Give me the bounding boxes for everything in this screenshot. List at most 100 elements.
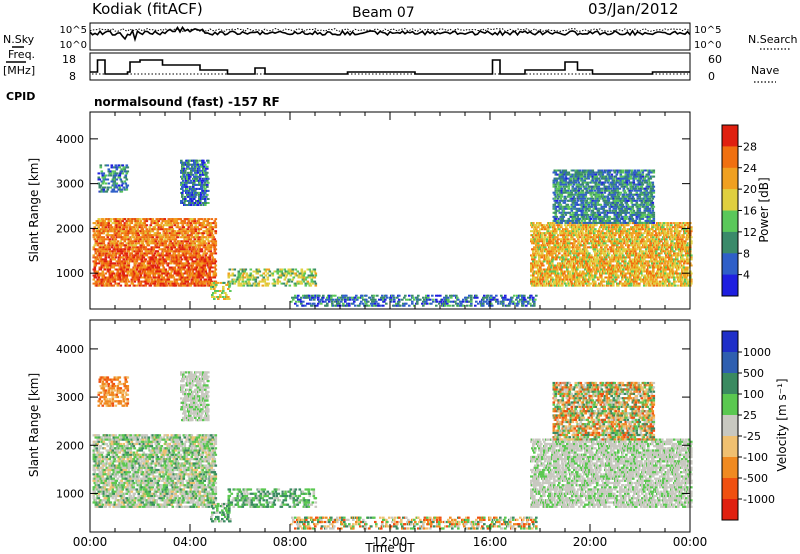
heatmap-cell [273,270,277,273]
heatmap-cell [213,238,217,241]
heatmap-cell [579,248,582,251]
heatmap-cell [178,276,182,279]
heatmap-cell [127,262,131,265]
heatmap-cell [534,256,537,259]
heatmap-cell [142,218,146,221]
heatmap-cell [591,230,594,233]
heatmap-cell [576,280,579,283]
heatmap-cell [100,274,104,277]
heatmap-cell [164,220,168,223]
heatmap-cell [572,260,575,263]
heatmap-cell [217,296,220,298]
heatmap-cell [595,224,598,227]
heatmap-cell [550,266,553,269]
heatmap-cell [98,266,102,269]
heatmap-cell [161,254,165,257]
heatmap-cell [137,278,141,281]
heatmap-cell [572,226,575,229]
heatmap-cell [330,298,333,301]
heatmap-cell [573,254,576,257]
heatmap-cell [287,280,291,283]
heatmap-cell [584,256,587,259]
heatmap-cell [222,285,225,288]
heatmap-cell [98,186,102,189]
heatmap-cell [134,240,138,243]
heatmap-cell [162,276,166,279]
heatmap-cell [182,250,186,253]
heatmap-cell [199,242,203,245]
heatmap-cell [326,298,329,301]
heatmap-cell [176,244,180,247]
heatmap-cell [228,285,231,288]
heatmap-cell [268,274,272,277]
heatmap-cell [186,240,190,243]
heatmap-cell [188,173,191,176]
heatmap-cell [204,187,207,190]
heatmap-cell [99,256,103,259]
heatmap-cell [181,175,184,178]
heatmap-cell [203,250,207,253]
heatmap-cell [204,268,208,271]
heatmap-cell [180,258,184,261]
heatmap-cell [157,246,161,249]
heatmap-cell [597,268,600,271]
heatmap-cell [371,294,374,297]
heatmap-cell [173,268,177,271]
heatmap-cell [115,242,119,245]
heatmap-cell [513,294,516,297]
heatmap-cell [192,240,196,243]
heatmap-cell [604,242,607,245]
heatmap-cell [201,183,204,186]
heatmap-cell [551,262,554,265]
heatmap-cell [534,248,537,251]
heatmap-cell [294,284,298,287]
heatmap-cell [285,274,289,277]
heatmap-cell [142,268,146,271]
heatmap-cell [181,191,184,194]
heatmap-cell [133,258,137,261]
heatmap-cell [156,230,160,233]
heatmap-cell [593,268,596,271]
heatmap-cell [247,280,251,283]
heatmap-cell [561,284,564,287]
heatmap-cell [294,282,298,285]
heatmap-cell [573,264,576,267]
heatmap-cell [264,284,268,287]
heatmap-cell [537,280,540,283]
heatmap-cell [373,304,376,307]
heatmap-cell [541,224,544,227]
heatmap-cell [113,280,117,283]
heatmap-cell [603,258,606,261]
heatmap-cell [596,266,599,269]
heatmap-cell [563,276,566,279]
heatmap-cell [263,278,267,281]
heatmap-cell [139,244,143,247]
heatmap-cell [173,246,177,249]
heatmap-cell [553,280,556,283]
heatmap-cell [118,272,122,275]
heatmap-cell [164,222,168,225]
heatmap-cell [145,224,149,227]
heatmap-cell [197,270,201,273]
heatmap-cell [488,304,491,307]
heatmap-cell [330,294,333,297]
heatmap-cell [587,254,590,257]
heatmap-cell [123,266,127,269]
heatmap-cell [152,268,156,271]
heatmap-cell [204,181,207,184]
heatmap-cell [141,276,145,279]
heatmap-cell [597,278,600,281]
heatmap-cell [143,220,147,223]
heatmap-cell [227,276,231,279]
heatmap-cell [540,278,543,281]
heatmap-cell [547,270,550,273]
heatmap-cell [416,302,419,305]
heatmap-cell [127,266,131,269]
heatmap-cell [587,280,590,283]
heatmap-cell [603,238,606,241]
heatmap-cell [550,230,553,233]
heatmap-cell [573,244,576,247]
heatmap-cell [491,304,494,307]
heatmap-cell [349,298,352,301]
heatmap-cell [109,172,113,175]
